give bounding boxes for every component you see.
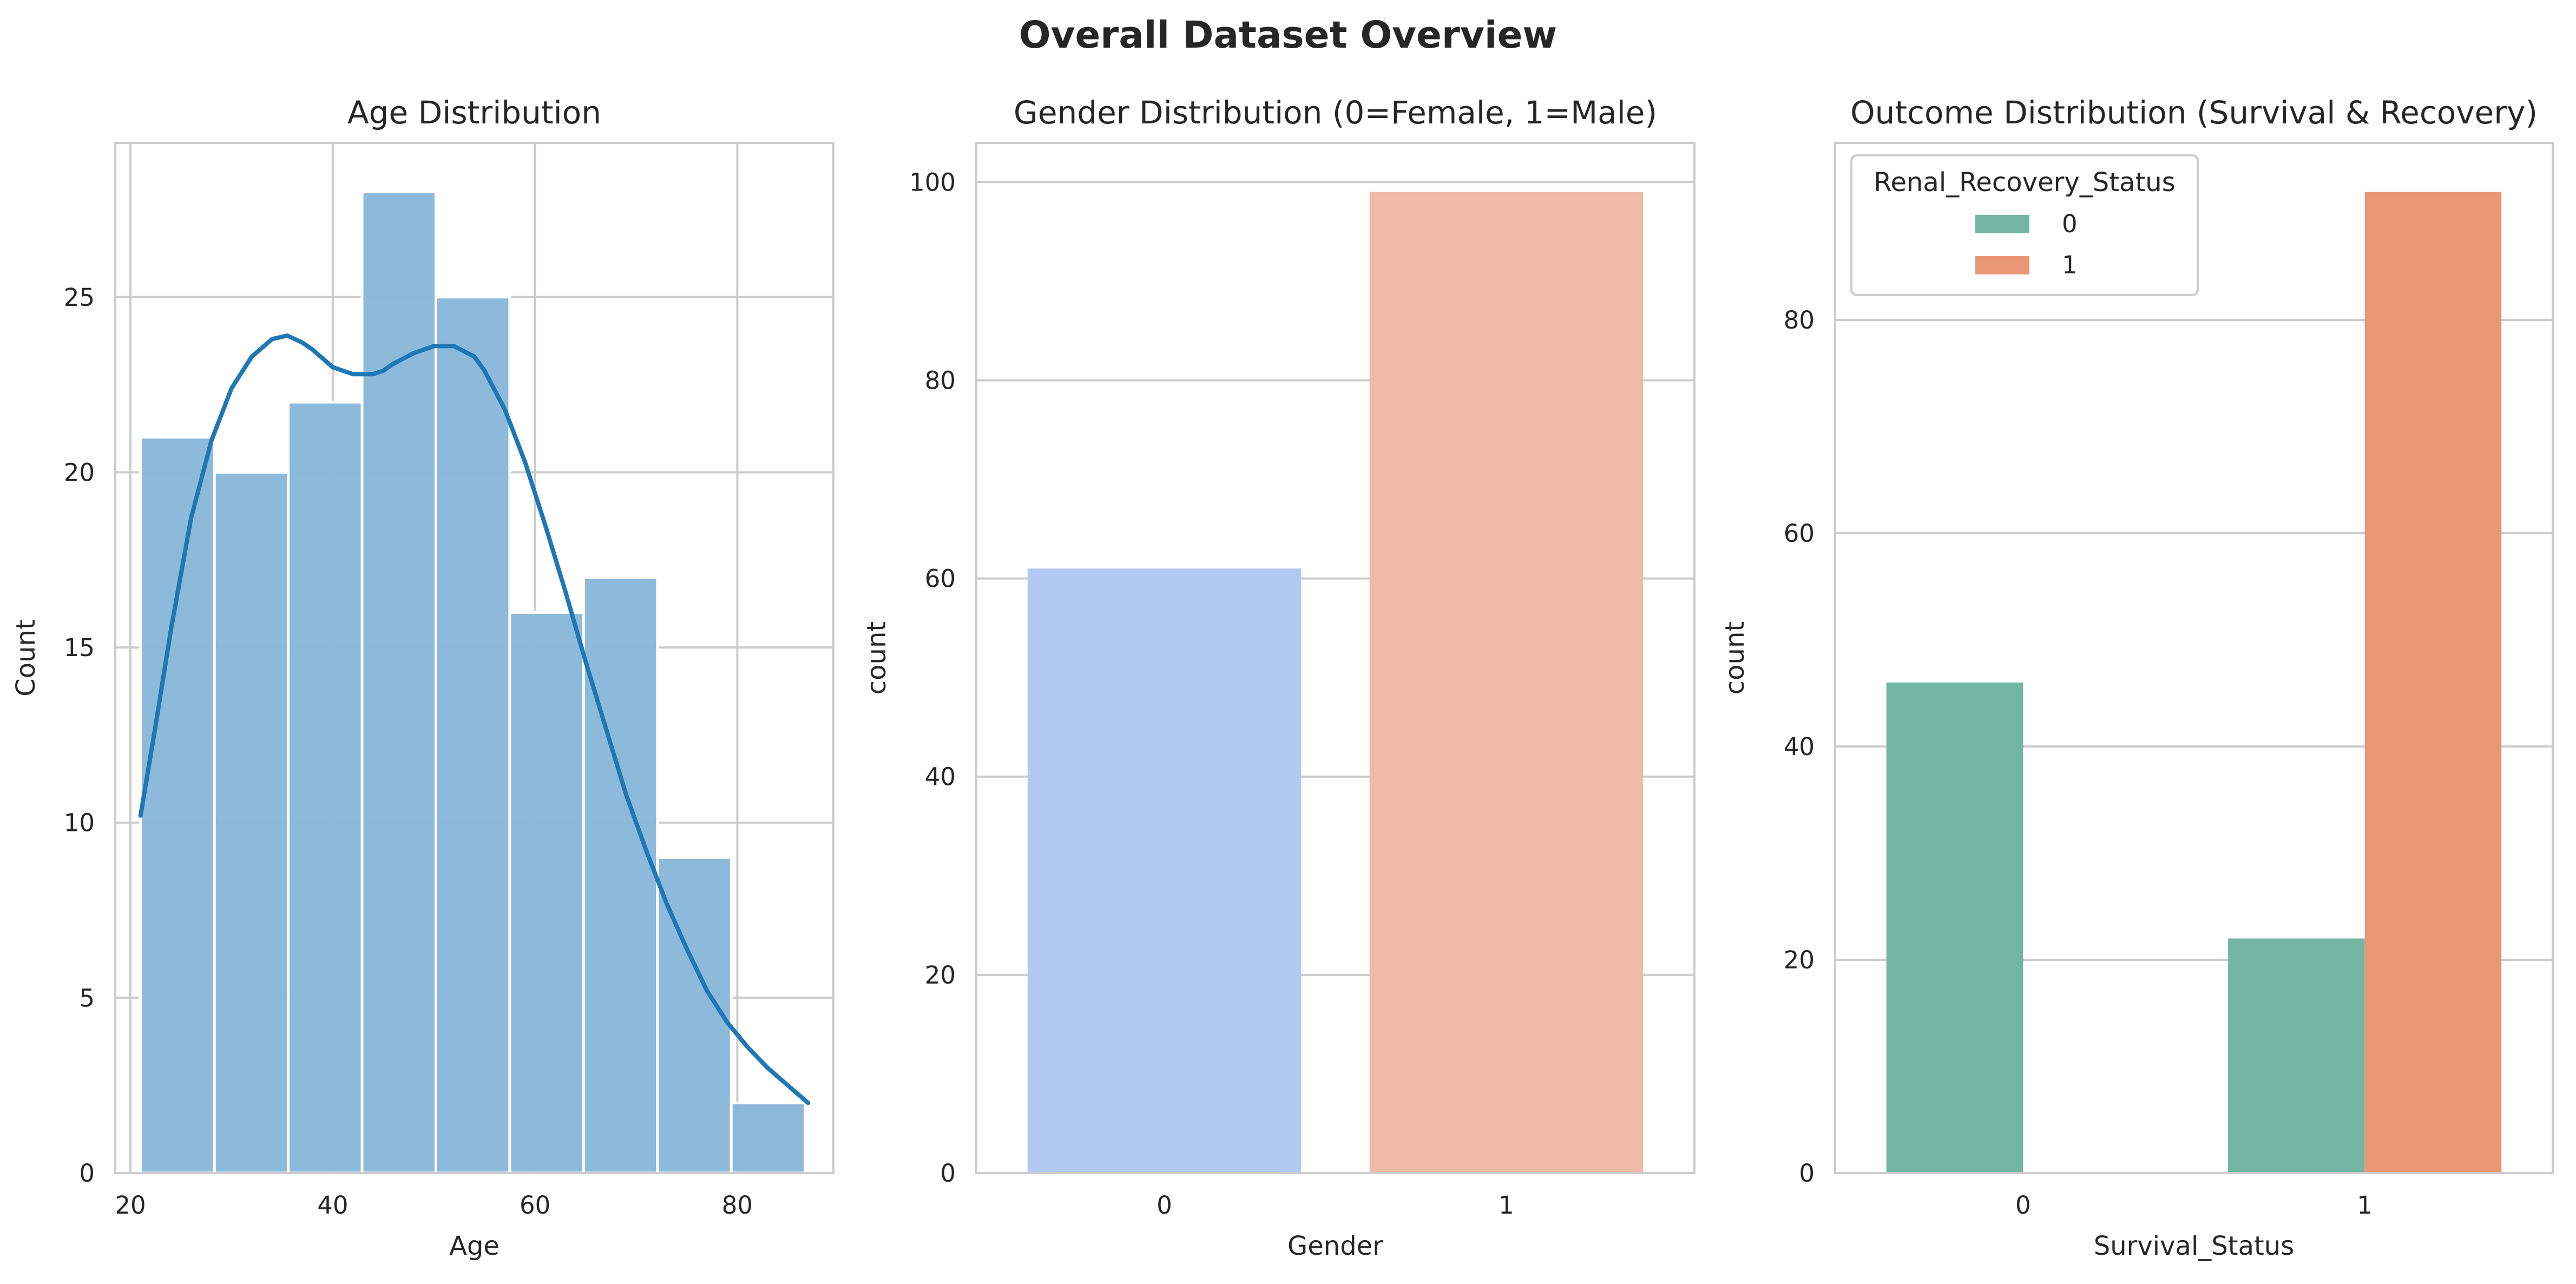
y-tick-label: 60 — [925, 565, 956, 593]
legend-swatch — [1975, 256, 2029, 274]
x-axis-label: Survival_Status — [2094, 1231, 2294, 1261]
histogram-bar — [434, 296, 511, 1175]
y-axis-label: count — [1720, 621, 1750, 695]
y-tick-label: 25 — [64, 283, 95, 312]
x-tick-label: 0 — [2015, 1191, 2031, 1220]
panel-title: Outcome Distribution (Survival & Recover… — [1850, 94, 2538, 131]
y-tick-label: 80 — [1784, 306, 1815, 335]
y-tick-label: 60 — [1784, 519, 1815, 548]
x-tick-label: 1 — [2357, 1191, 2373, 1220]
bar-survival-1-recovery-1 — [2364, 192, 2502, 1174]
y-tick-label: 20 — [64, 458, 95, 487]
y-tick-label: 20 — [925, 961, 956, 990]
legend-label: 0 — [2062, 209, 2078, 238]
y-tick-label: 40 — [925, 763, 956, 791]
panel-title: Age Distribution — [347, 94, 601, 131]
y-tick-label: 0 — [79, 1159, 95, 1188]
gender-distribution-panel: 0 20 40 60 80 100 Gender Distribution (0=Femal… — [862, 94, 1696, 1261]
histogram-bar — [582, 576, 659, 1175]
y-tick-label: 100 — [909, 168, 956, 196]
y-tick-label: 20 — [1784, 946, 1815, 974]
y-tick-label: 0 — [940, 1159, 956, 1188]
bar-gender-1 — [1369, 192, 1644, 1174]
bar-survival-0-recovery-0 — [1886, 682, 2023, 1173]
histogram-bar — [508, 611, 585, 1175]
histogram-bar — [213, 470, 290, 1175]
x-tick-label: 80 — [722, 1191, 753, 1220]
x-tick-label: 60 — [520, 1191, 550, 1220]
x-tick-label: 1 — [1499, 1191, 1514, 1220]
x-tick-label: 20 — [115, 1191, 146, 1220]
legend: Renal_Recovery_Status 0 1 — [1850, 154, 2199, 296]
legend-title: Renal_Recovery_Status — [1874, 167, 2175, 198]
x-tick-label: 0 — [1156, 1191, 1172, 1220]
histogram-bar — [287, 401, 364, 1175]
histogram-bar — [360, 191, 437, 1175]
bar-gender-0 — [1027, 568, 1302, 1173]
y-axis-label: Count — [11, 619, 41, 697]
histogram-bar — [730, 1102, 807, 1175]
age-distribution-panel: 0 5 10 15 20 25 Age Distribution Age Count 20 40 60… — [11, 94, 834, 1261]
x-axis-label: Age — [449, 1231, 500, 1261]
outcome-distribution-panel: 0 20 40 60 80 Outcome Distribution (Survival … — [1720, 94, 2554, 1261]
y-tick-label: 0 — [1799, 1159, 1815, 1188]
axes-frame — [975, 142, 1696, 1174]
y-tick-label: 40 — [1784, 732, 1815, 761]
x-axis-label: Gender — [1287, 1231, 1383, 1261]
legend-swatch — [1975, 215, 2029, 233]
axes-frame — [114, 142, 834, 1174]
y-tick-label: 15 — [64, 633, 95, 662]
panel-title: Gender Distribution (0=Female, 1=Male) — [1014, 94, 1657, 131]
y-tick-label: 10 — [64, 809, 95, 837]
kde-line — [138, 333, 811, 1105]
legend-label: 1 — [2062, 251, 2078, 279]
bar-survival-1-recovery-0 — [2228, 938, 2365, 1173]
x-tick-label: 40 — [317, 1191, 348, 1220]
y-tick-label: 5 — [79, 984, 95, 1012]
figure-title: Overall Dataset Overview — [1019, 14, 1557, 57]
axes-frame — [1834, 142, 2554, 1174]
y-axis-label: count — [862, 621, 892, 695]
y-tick-label: 80 — [925, 366, 956, 395]
histogram-bar — [139, 436, 216, 1175]
